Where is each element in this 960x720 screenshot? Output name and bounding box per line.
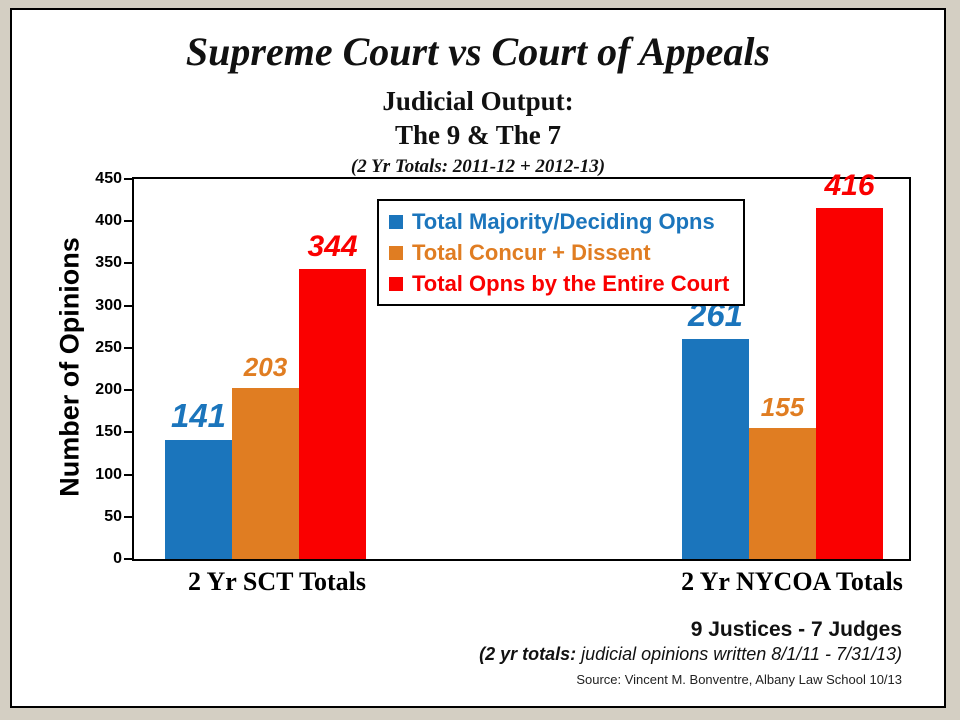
bar-value-label: 203 — [243, 352, 288, 382]
legend-label: Total Opns by the Entire Court — [412, 270, 730, 296]
legend-swatch-orange — [389, 245, 403, 260]
bar-value-label: 155 — [760, 392, 805, 422]
y-axis-tick-label: 0 — [113, 550, 122, 567]
y-axis-tick-mark — [124, 304, 132, 307]
y-axis-tick-label: 450 — [95, 170, 122, 187]
y-axis-tick-mark — [124, 473, 132, 476]
bar-value-label: 416 — [824, 169, 875, 202]
y-axis-tick-label: 350 — [95, 254, 122, 272]
legend-entry-majority: Total Majority/Deciding Opns — [389, 207, 729, 236]
y-axis-tick-label: 300 — [95, 296, 122, 314]
legend-label: Total Concur + Dissent — [412, 239, 651, 265]
legend-entry-entire-court: Total Opns by the Entire Court — [389, 269, 729, 298]
x-axis-label-sct: 2 Yr SCT Totals — [188, 567, 366, 596]
legend-entry-concur-dissent: Total Concur + Dissent — [389, 238, 729, 267]
y-axis-tick-mark — [124, 558, 132, 560]
slide: Supreme Court vs Court of Appeals Judici… — [10, 8, 946, 708]
footer-source-line: Source: Vincent M. Bonventre, Albany Law… — [576, 672, 902, 687]
x-axis-label-nycoa: 2 Yr NYCOA Totals — [681, 567, 903, 596]
bar — [682, 339, 749, 559]
footer-totals-rest: judicial opinions written 8/1/11 - 7/31/… — [576, 644, 902, 664]
plot-area: Total Majority/Deciding Opns Total Concu… — [95, 169, 911, 567]
y-axis-tick-mark — [124, 389, 132, 392]
footer-totals-prefix: (2 yr totals: — [479, 644, 577, 664]
bar — [165, 440, 232, 559]
y-axis-tick-label: 200 — [95, 381, 122, 399]
y-axis-tick-label: 400 — [95, 212, 122, 230]
y-axis-tick-label: 150 — [95, 423, 122, 441]
legend-swatch-blue — [389, 214, 403, 229]
y-axis-tick-label: 250 — [95, 338, 122, 356]
y-axis-title: Number of Opinions — [54, 237, 85, 497]
y-axis-tick-mark — [124, 262, 132, 265]
bar — [749, 428, 816, 559]
y-axis-tick-mark — [124, 220, 132, 223]
bar-value-label: 141 — [170, 397, 227, 434]
y-axis-tick-mark — [124, 431, 132, 434]
bar — [816, 208, 883, 559]
legend-swatch-red — [389, 276, 403, 291]
chart-legend: Total Majority/Deciding Opns Total Concu… — [377, 199, 746, 306]
chart-subtitle-2: The 9 & The 7 — [394, 120, 562, 150]
footer-judges-line: 9 Justices - 7 Judges — [690, 618, 902, 641]
y-axis-tick-mark — [124, 515, 132, 518]
bar — [299, 269, 366, 559]
bar — [232, 388, 299, 559]
legend-label: Total Majority/Deciding Opns — [412, 208, 715, 234]
y-axis-tick-label: 50 — [104, 507, 122, 525]
chart-subtitle-1: Judicial Output: — [382, 86, 574, 116]
y-axis-tick-mark — [124, 346, 132, 349]
chart-title: Supreme Court vs Court of Appeals — [185, 29, 771, 74]
bar-value-label: 344 — [307, 230, 358, 263]
chart-subtitle-3: (2 Yr Totals: 2011-12 + 2012-13) — [350, 156, 606, 177]
footer-totals-line: (2 yr totals: judicial opinions written … — [479, 644, 902, 665]
y-axis-tick-label: 100 — [95, 465, 122, 483]
y-axis-tick-mark — [124, 178, 132, 180]
